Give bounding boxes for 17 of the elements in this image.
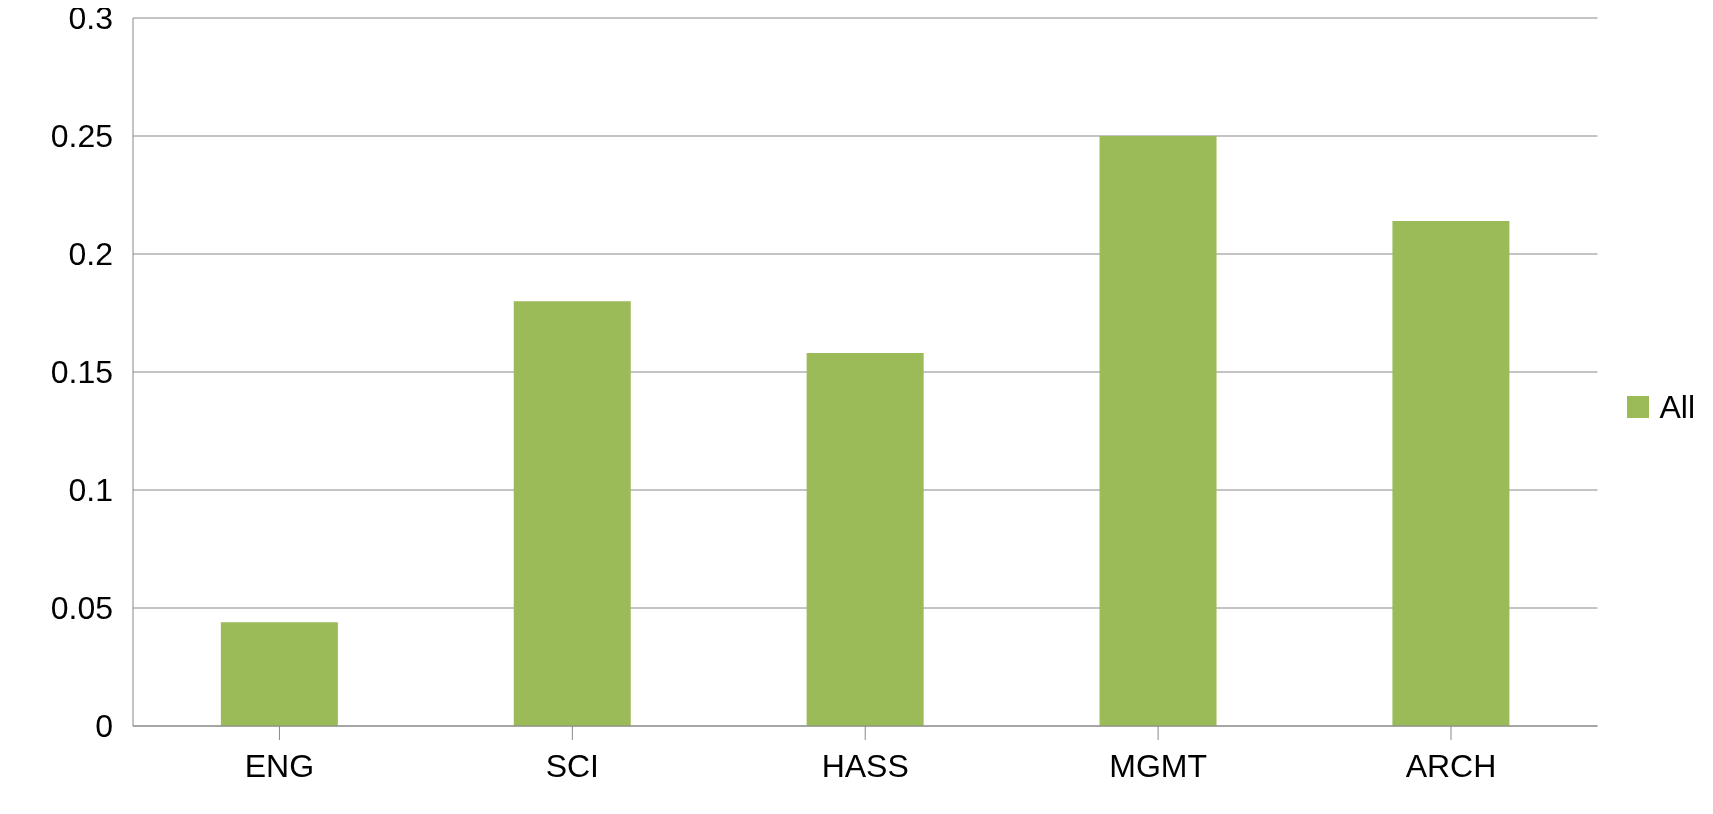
x-tick-label: SCI xyxy=(545,747,599,784)
x-tick-label: HASS xyxy=(821,747,909,784)
bar xyxy=(513,301,631,726)
x-tick-label: ARCH xyxy=(1405,747,1497,784)
y-tick-label: 0 xyxy=(95,708,113,745)
bar xyxy=(220,622,338,726)
y-tick-label: 0.05 xyxy=(50,590,113,627)
y-tick-label: 0.2 xyxy=(68,236,113,273)
bar xyxy=(1392,220,1510,726)
y-tick-label: 0.25 xyxy=(50,118,113,155)
y-tick-label: 0.1 xyxy=(68,472,113,509)
x-tick-label: MGMT xyxy=(1109,747,1207,784)
bar xyxy=(1099,136,1217,726)
y-tick-label: 0.15 xyxy=(50,354,113,391)
x-tick-label: ENG xyxy=(244,747,315,784)
bar xyxy=(806,353,924,726)
legend-label: All xyxy=(1659,388,1695,426)
